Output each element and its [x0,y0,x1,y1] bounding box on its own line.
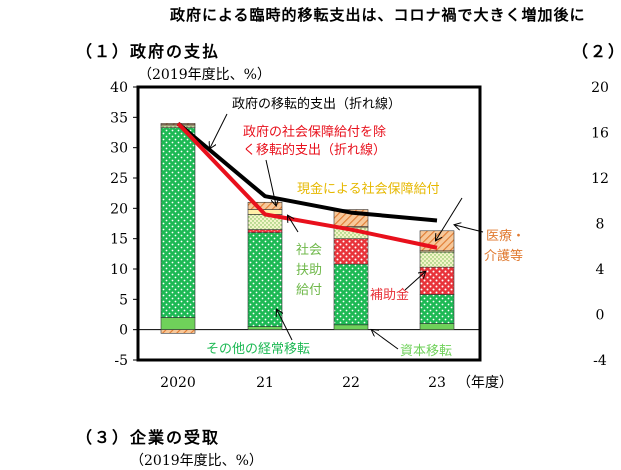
y-tick-label: 35 [110,110,128,126]
pointer-cash-benefit [436,197,463,240]
right-y-tick-label: -4 [593,353,607,369]
section-3-title: （３）企業の受取 [76,428,221,447]
x-tick-23: 23 [428,375,446,391]
y-tick-label: 20 [110,201,128,217]
unit-label: （2019年度比、%） [138,67,271,83]
transfer-chart: -5 0 5 10 15 20 25 30 35 40 -4 0 4 8 12 16 20 2020 21 22… [110,80,609,391]
pointer-medical [455,225,484,233]
x-tick-2020: 2020 [160,375,196,391]
label-medical-1: 医療・ [486,229,525,244]
pointer-assist [288,216,299,233]
right-y-tick-label: 20 [591,80,609,96]
right-y-tick-label: 0 [596,308,605,324]
bar-segment [333,324,369,330]
bar-segment-negative [160,329,196,334]
series-line [176,122,438,250]
bar-segment [247,201,283,210]
plot-frame [136,85,482,362]
label-assist-1: 社会 [296,242,322,258]
bar-segment [419,294,455,324]
y-tick-label: -5 [114,353,128,369]
y-tick-label: 40 [110,80,128,96]
y-tick-label: 30 [110,141,128,157]
label-capital: 資本移転 [400,344,452,359]
right-y-tick-label: 4 [596,262,605,278]
bar-segment [160,317,196,330]
frame-rect [136,85,482,362]
label-subsidy: 補助金 [370,287,409,303]
bar-segment [160,127,196,318]
right-y-tick-label: 16 [591,126,609,142]
label-assist-3: 給付 [296,283,322,298]
right-y-tick-label: 12 [591,171,609,187]
y-tick-label: 10 [110,262,128,278]
label-cash-benefit: 現金による社会保障給付 [297,181,440,197]
y-tick-label: 0 [119,323,128,339]
label-red-line-2: く移転的支出（折れ線） [243,142,386,158]
y-tick-label: 25 [110,171,128,187]
section-1-title: （１）政府の支払 [76,42,221,61]
lines [176,121,438,250]
x-tick-21: 21 [256,375,274,391]
y-tick-label: 5 [119,292,128,308]
pointer-subsidy [404,272,425,291]
bar-segment [247,232,283,327]
bar-segment [247,229,283,233]
bar-segment [419,323,455,330]
label-other-current: その他の経常移転 [206,342,310,357]
right-y-tick-label: 8 [596,217,605,233]
bar-segment [419,251,455,268]
label-black-line: 政府の移転的支出（折れ線） [232,96,401,112]
series-line [176,121,438,223]
pointer-black-line [210,113,228,148]
headline: 政府による臨時的移転支出は、コロナ禍で大きく増加後に [170,6,586,24]
pointer-capital [372,330,399,350]
x-tick-22: 22 [342,375,360,391]
y-tick-label: 15 [110,232,128,248]
y-axis: -5 0 5 10 15 20 25 30 35 40 -4 0 4 8 12 16 20 [110,80,609,369]
label-medical-2: 介護等 [484,248,523,264]
x-tick-labels: 2020 21 22 23 （年度） [160,375,513,391]
bar-segment [247,326,283,330]
annotations: 政府の移転的支出（折れ線） 政府の社会保障給付を除 く移転的支出（折れ線） 現金… [206,96,525,359]
section-2-title: （２） [572,42,621,61]
x-axis-label: （年度） [457,375,513,391]
bar-segment [333,238,369,265]
bar-segment [419,230,455,252]
pointer-red-line [265,159,276,205]
pointer-other-current [277,310,293,341]
label-red-line-1: 政府の社会保障給付を除 [243,124,386,140]
bar-segment [419,266,455,295]
bar-segment [333,263,369,326]
label-assist-2: 扶助 [296,263,322,278]
